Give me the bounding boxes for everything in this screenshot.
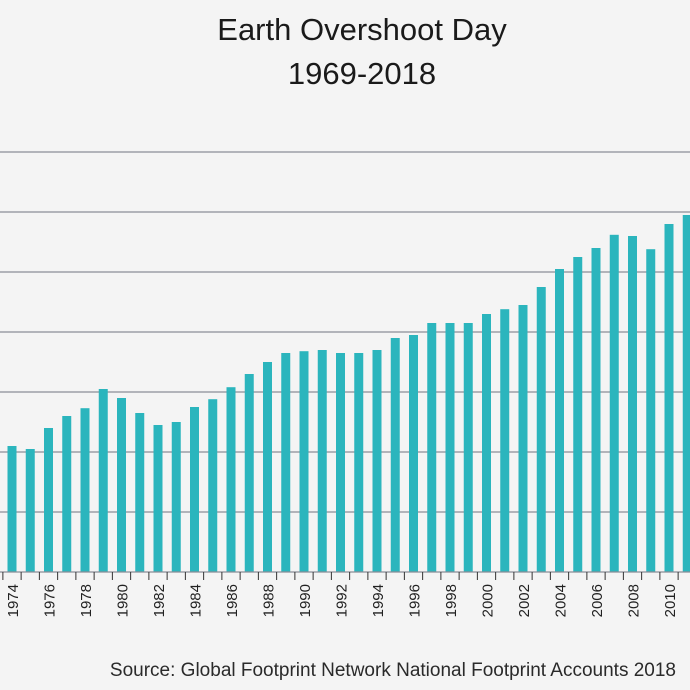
bar-1989 [281, 353, 291, 572]
bar-1995 [390, 338, 400, 572]
bar-2000 [482, 314, 491, 572]
x-tick-label: 1982 [151, 584, 168, 617]
bar-1982 [153, 425, 163, 572]
bar-1987 [244, 374, 254, 572]
bar-2010 [664, 224, 674, 572]
bar-1990 [299, 351, 309, 572]
bar-1974 [7, 446, 17, 572]
bar-2005 [573, 257, 583, 572]
bar-2002 [518, 305, 528, 572]
bar-2008 [628, 236, 637, 572]
bar-2007 [609, 234, 619, 573]
bar-1991 [317, 350, 327, 572]
bar-1976 [44, 428, 53, 572]
x-tick-label: 2002 [516, 584, 533, 617]
bar-1977 [62, 416, 72, 572]
bar-1984 [190, 407, 199, 572]
x-tick-label: 1980 [115, 584, 132, 617]
x-tick-label: 1988 [261, 584, 278, 617]
bar-1983 [171, 422, 181, 572]
x-tick-label: 2000 [480, 584, 497, 617]
x-tick-label: 1994 [370, 584, 387, 617]
source-note: Source: Global Footprint Network Nationa… [109, 660, 676, 681]
x-tick-label: 1984 [188, 584, 205, 617]
x-tick-label: 2008 [626, 584, 643, 617]
bar-2001 [500, 309, 510, 572]
x-tick-label: 1992 [334, 584, 351, 617]
bar-1998 [445, 323, 455, 572]
x-tick-label: 2010 [662, 584, 679, 617]
x-tick-label: 1996 [407, 584, 424, 617]
bar-2009 [646, 249, 656, 572]
bar-1980 [117, 398, 126, 572]
x-tick-label: 1986 [224, 584, 241, 617]
bar-1988 [263, 362, 272, 572]
chart-title-line-1: Earth Overshoot Day [217, 12, 507, 47]
bar-1996 [409, 335, 418, 572]
bar-1986 [226, 387, 236, 572]
bar-1985 [208, 399, 218, 572]
x-tick-label: 1990 [297, 584, 314, 617]
bar-1992 [336, 353, 345, 572]
x-tick-label: 2004 [553, 584, 570, 617]
x-tick-label: 1998 [443, 584, 460, 617]
chart-title: Earth Overshoot Day 1969-2018 [0, 8, 690, 96]
x-tick-label: 1974 [5, 584, 22, 617]
bar-1994 [372, 350, 382, 572]
x-tick-label: 1976 [42, 584, 59, 617]
bar-1979 [98, 389, 108, 572]
bar-1999 [463, 323, 473, 572]
bar-1978 [80, 408, 90, 572]
bar-2011 [682, 215, 690, 572]
bar-2004 [555, 269, 564, 572]
x-tick-label: 2006 [589, 584, 606, 617]
bar-1975 [25, 449, 35, 572]
bar-1997 [427, 323, 437, 572]
chart-title-line-2: 1969-2018 [287, 56, 437, 91]
bar-2006 [591, 248, 601, 572]
bar-1993 [354, 353, 364, 572]
bar-1981 [135, 413, 145, 572]
x-tick-label: 1978 [78, 584, 95, 617]
bar-2003 [536, 287, 546, 572]
